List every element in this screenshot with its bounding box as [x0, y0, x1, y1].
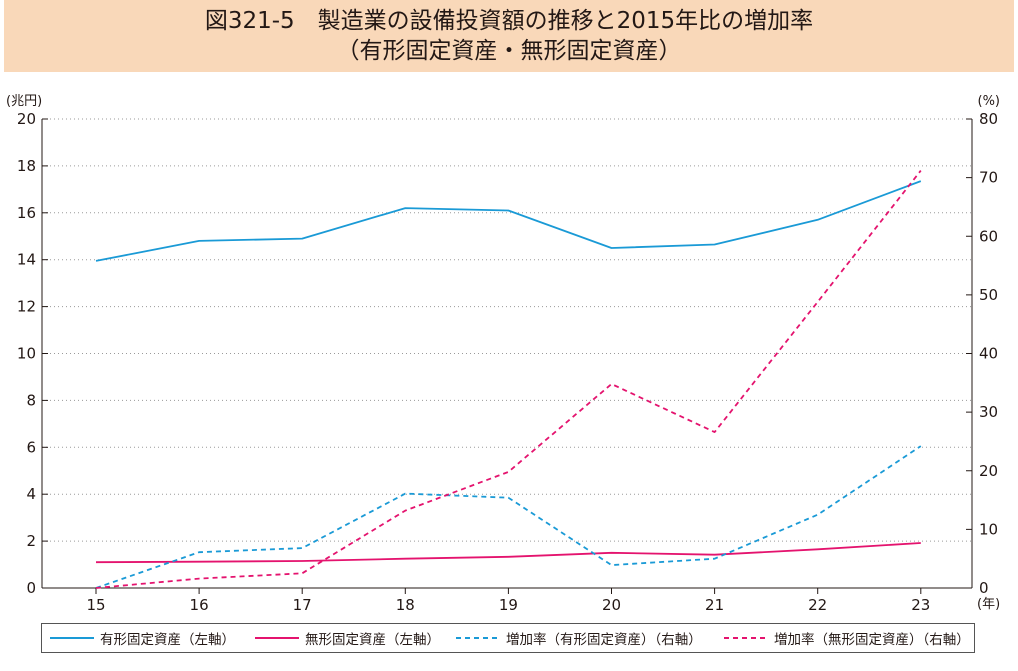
- y-right-tick-label: 80: [979, 110, 998, 128]
- y-left-tick-label: 8: [26, 391, 36, 409]
- x-tick-label: 17: [293, 596, 312, 614]
- y-right-tick-label: 70: [979, 169, 998, 187]
- y-left-unit: (兆円): [6, 94, 42, 109]
- x-unit: (年): [977, 597, 1000, 612]
- x-tick-label: 23: [911, 596, 930, 614]
- y-right-tick-label: 60: [979, 227, 998, 245]
- legend: 有形固定資産（左軸） 無形固定資産（左軸） 増加率（有形固定資産）（右軸） 増加…: [41, 623, 975, 653]
- series-line-3: [95, 170, 922, 589]
- series-line-2: [95, 445, 922, 589]
- x-tick-label: 22: [808, 596, 827, 614]
- series-line-0: [95, 180, 922, 262]
- legend-swatch-intangible: [255, 637, 299, 639]
- y-right-tick-label: 40: [979, 345, 998, 363]
- legend-label: 無形固定資産（左軸）: [305, 632, 440, 648]
- legend-item-tangible-rate: 増加率（有形固定資産）（右軸）: [456, 624, 702, 652]
- legend-label: 有形固定資産（左軸）: [100, 632, 235, 648]
- x-tick-label: 16: [190, 596, 209, 614]
- legend-label: 増加率（有形固定資産）（右軸）: [506, 632, 702, 648]
- legend-swatch-intangible-rate: [724, 637, 768, 639]
- y-right-unit: (%): [978, 94, 1001, 109]
- legend-swatch-tangible-rate: [456, 637, 500, 639]
- y-right-tick-label: 50: [979, 286, 998, 304]
- x-tick-label: 20: [602, 596, 621, 614]
- y-left-tick-label: 16: [17, 204, 36, 222]
- legend-item-tangible: 有形固定資産（左軸）: [50, 624, 235, 652]
- y-left-tick-label: 14: [17, 251, 36, 269]
- title-band: 図321-5 製造業の設備投資額の推移と2015年比の増加率 （有形固定資産・無…: [4, 0, 1014, 72]
- legend-swatch-tangible: [50, 637, 94, 639]
- chart-title: 図321-5 製造業の設備投資額の推移と2015年比の増加率: [204, 8, 814, 34]
- chart-subtitle: （有形固定資産・無形固定資産）: [336, 38, 682, 64]
- y-left-tick-label: 0: [26, 579, 36, 597]
- series-line-1: [95, 542, 921, 564]
- x-tick-label: 15: [86, 596, 105, 614]
- y-left-tick-label: 10: [17, 345, 36, 363]
- x-tick-label: 21: [705, 596, 724, 614]
- y-left-tick-label: 6: [26, 438, 36, 456]
- legend-label: 増加率（無形固定資産）（右軸）: [774, 632, 970, 648]
- legend-item-intangible-rate: 増加率（無形固定資産）（右軸）: [724, 624, 970, 652]
- x-tick-label: 19: [499, 596, 518, 614]
- legend-item-intangible: 無形固定資産（左軸）: [255, 624, 440, 652]
- y-left-tick-label: 20: [17, 110, 36, 128]
- y-left-tick-label: 2: [26, 532, 36, 550]
- y-left-tick-label: 4: [26, 485, 36, 503]
- y-right-tick-label: 20: [979, 462, 998, 480]
- y-right-tick-label: 10: [979, 520, 998, 538]
- y-right-tick-label: 0: [979, 579, 989, 597]
- y-right-tick-label: 30: [979, 403, 998, 421]
- y-left-tick-label: 12: [17, 298, 36, 316]
- x-tick-label: 18: [396, 596, 415, 614]
- y-left-tick-label: 18: [17, 157, 36, 175]
